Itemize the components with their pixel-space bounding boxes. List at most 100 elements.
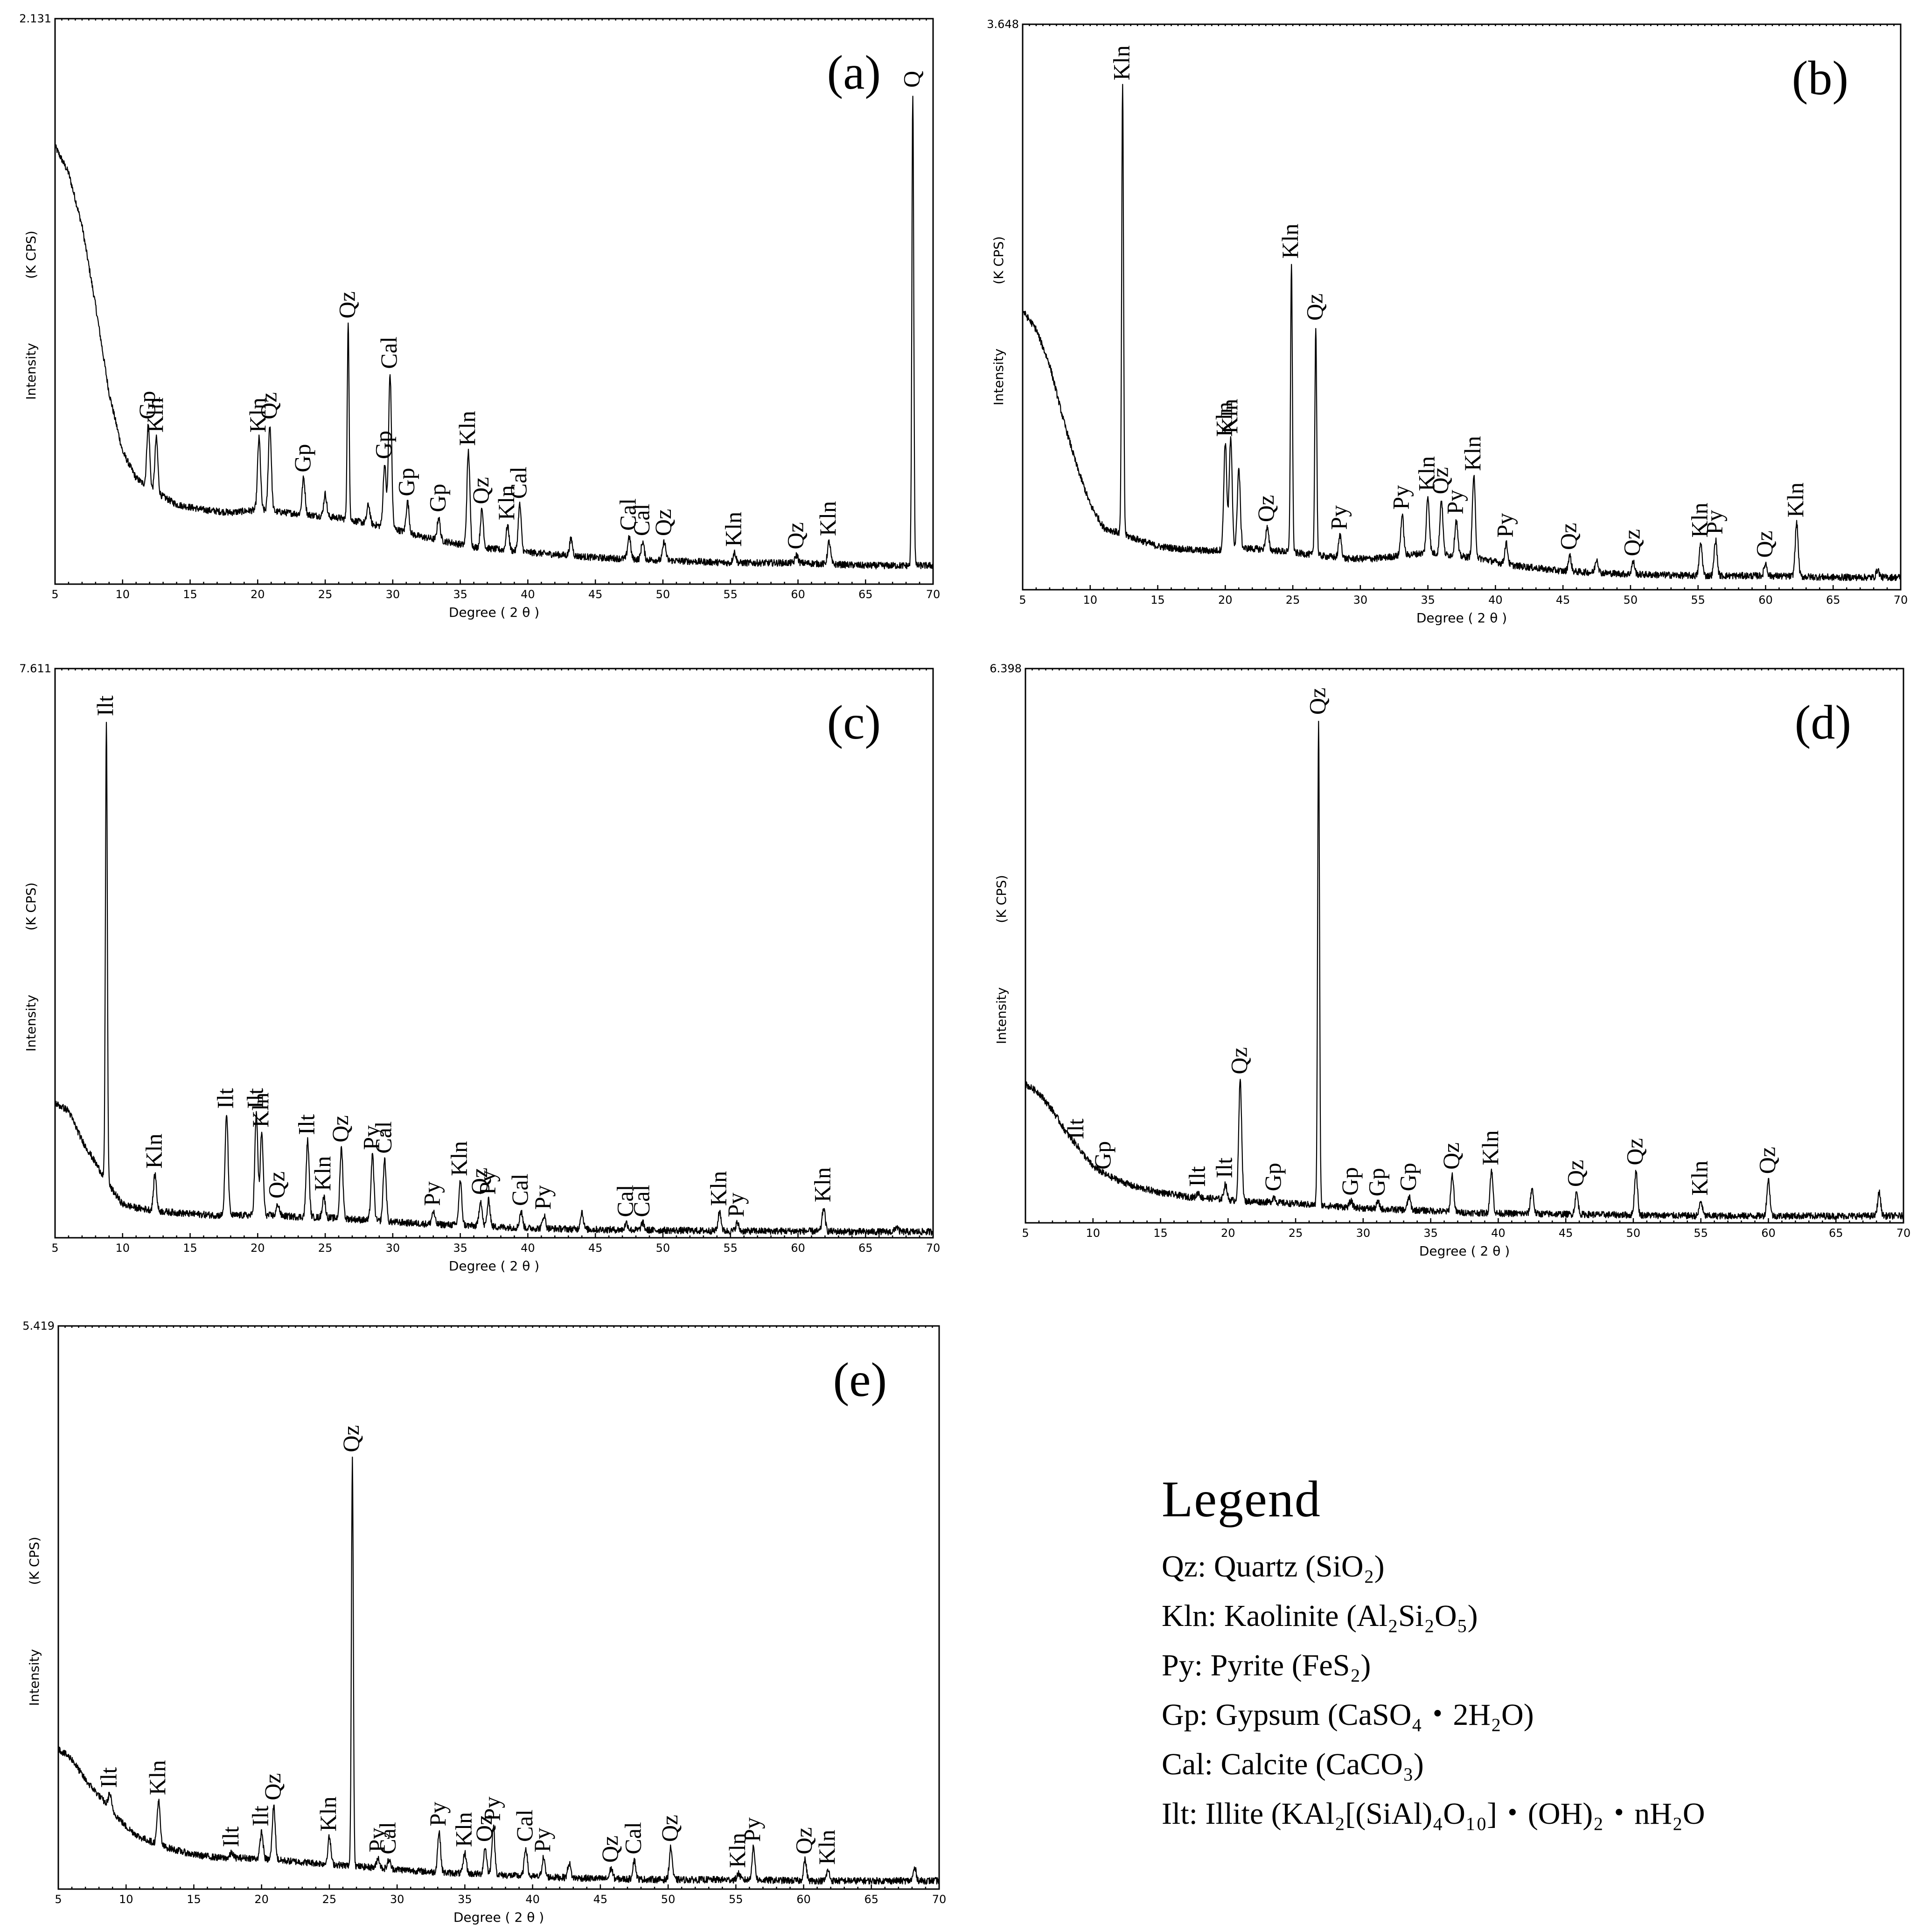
- x-tick-label: 30: [1356, 1227, 1371, 1240]
- x-tick-label: 10: [1086, 1227, 1100, 1240]
- peak-label: Cal: [370, 1121, 396, 1153]
- peak-label: Kln: [144, 1760, 170, 1795]
- x-tick-label: 45: [1556, 593, 1570, 607]
- peak-label: Qz: [790, 1827, 816, 1854]
- x-tick-label: 40: [1488, 593, 1503, 607]
- x-tick-label: 65: [1829, 1227, 1843, 1240]
- x-tick-label: 40: [1491, 1227, 1506, 1240]
- y-axis-title: Intensity: [23, 995, 39, 1052]
- peak-label: Qz: [1555, 523, 1582, 550]
- peak-label: Py: [1442, 490, 1468, 515]
- peak-label: Gp: [1364, 1168, 1390, 1196]
- peak-label: Kln: [1459, 436, 1485, 471]
- y-axis-title: Intensity: [991, 349, 1006, 405]
- peak-label: Py: [1388, 485, 1414, 510]
- peak-label: Qz: [650, 509, 676, 536]
- peak-label: Py: [530, 1185, 556, 1210]
- peak-label: Qz: [1751, 530, 1778, 558]
- y-max-label: 7.611: [19, 662, 51, 675]
- diffraction-trace: [1025, 720, 1904, 1220]
- peak-label: Qz: [782, 522, 809, 549]
- peak-label: Kln: [446, 1141, 472, 1176]
- peak-label: Qz: [467, 477, 494, 504]
- y-axis-title: Intensity: [994, 987, 1009, 1044]
- x-tick-label: 20: [254, 1893, 269, 1906]
- x-tick-label: 65: [858, 1242, 873, 1255]
- x-axis-title: Degree ( 2 θ ): [453, 1910, 544, 1925]
- panel-label: (a): [827, 46, 881, 99]
- x-tick-label: 10: [119, 1893, 133, 1906]
- x-tick-label: 45: [593, 1893, 608, 1906]
- x-tick-label: 65: [864, 1893, 878, 1906]
- x-tick-label: 30: [1353, 593, 1368, 607]
- x-tick-label: 25: [1286, 593, 1300, 607]
- x-tick-label: 30: [386, 1242, 400, 1255]
- x-tick-label: 5: [1022, 1227, 1029, 1240]
- x-tick-label: 25: [318, 588, 333, 601]
- peak-label: Qz: [1226, 1047, 1252, 1074]
- peak-label: Kln: [809, 1167, 835, 1202]
- x-tick-label: 35: [453, 1242, 467, 1255]
- peak-label: Qz: [1754, 1147, 1780, 1174]
- x-tick-label: 70: [1896, 1227, 1911, 1240]
- x-axis-title: Degree ( 2 θ ): [1419, 1243, 1510, 1259]
- peak-label: Gp: [1089, 1141, 1115, 1170]
- y-max-label: 6.398: [990, 662, 1022, 675]
- x-tick-label: 50: [661, 1893, 676, 1906]
- x-tick-label: 55: [729, 1893, 743, 1906]
- diffraction-trace: [54, 96, 934, 570]
- x-tick-label: 25: [318, 1242, 333, 1255]
- x-tick-label: 35: [453, 588, 467, 601]
- peak-label: Cal: [620, 1822, 646, 1854]
- x-tick-label: 15: [1153, 1227, 1168, 1240]
- peak-label: Qz: [264, 1172, 290, 1199]
- x-tick-label: 55: [723, 1242, 738, 1255]
- x-tick-label: 70: [1894, 593, 1908, 607]
- peak-label: Py: [419, 1181, 445, 1206]
- x-tick-label: 15: [183, 1242, 197, 1255]
- peak-label: Ilt: [92, 695, 118, 716]
- peak-label: Py: [474, 1170, 500, 1195]
- x-tick-label: 5: [1019, 593, 1026, 607]
- peak-label: Gp: [424, 484, 450, 512]
- legend-entry-ilt: Ilt: Illite (KAl₂[(SiAl)₄O₁₀]・(OH)₂・nH₂O: [1162, 1797, 1705, 1831]
- peak-label: Cal: [507, 1173, 533, 1206]
- peak-label: Kln: [247, 1093, 273, 1128]
- peak-label: Qz: [1438, 1143, 1464, 1170]
- legend-abbr: Ilt: [1162, 1797, 1189, 1831]
- legend-mineral-name: Quartz: [1213, 1549, 1298, 1583]
- legend-title: Legend: [1162, 1471, 1321, 1527]
- legend-formula: (CaSO₄・2H₂O): [1327, 1698, 1534, 1732]
- peak-label: Kln: [450, 1812, 476, 1847]
- x-tick-label: 15: [187, 1893, 201, 1906]
- peak-label: Ilt: [242, 1088, 268, 1109]
- peak-label: Qz: [1427, 467, 1453, 494]
- x-tick-label: 45: [588, 588, 603, 601]
- y-axis-unit: (K CPS): [991, 236, 1006, 284]
- x-tick-label: 60: [1761, 1227, 1776, 1240]
- peak-label: Qz: [597, 1835, 623, 1862]
- peak-label: Qz: [1304, 688, 1330, 715]
- x-tick-label: 35: [458, 1893, 472, 1906]
- x-tick-label: 45: [1559, 1227, 1573, 1240]
- xrd-panel-c: 5 10 15 20 25 30 35 40 45 50 55 60 65 70 7.611 Degree (…: [19, 662, 940, 1274]
- peak-label: Py: [1325, 505, 1352, 530]
- peak-label: Cal: [628, 504, 655, 536]
- legend-mineral-name: Pyrite: [1210, 1648, 1284, 1682]
- peak-label: Qz: [1562, 1160, 1588, 1187]
- peak-label: Qz: [466, 1168, 492, 1195]
- peak-label: Qz: [327, 1115, 353, 1142]
- x-axis-title: Degree ( 2 θ ): [449, 605, 539, 620]
- panel-label: (d): [1795, 696, 1851, 749]
- peak-label: Kln: [1108, 45, 1134, 80]
- legend-mineral-name: Illite: [1205, 1797, 1264, 1831]
- y-axis-title: Intensity: [23, 343, 39, 400]
- peak-label: Ilt: [1211, 1158, 1237, 1179]
- peak-label: Kln: [454, 411, 480, 446]
- y-axis-title: Intensity: [27, 1649, 42, 1706]
- peak-label: Q: [899, 71, 925, 88]
- peak-label: Gp: [289, 444, 315, 472]
- peak-label: Kln: [493, 485, 519, 520]
- peak-label: Kln: [1414, 456, 1440, 491]
- panel-label: (c): [827, 696, 881, 749]
